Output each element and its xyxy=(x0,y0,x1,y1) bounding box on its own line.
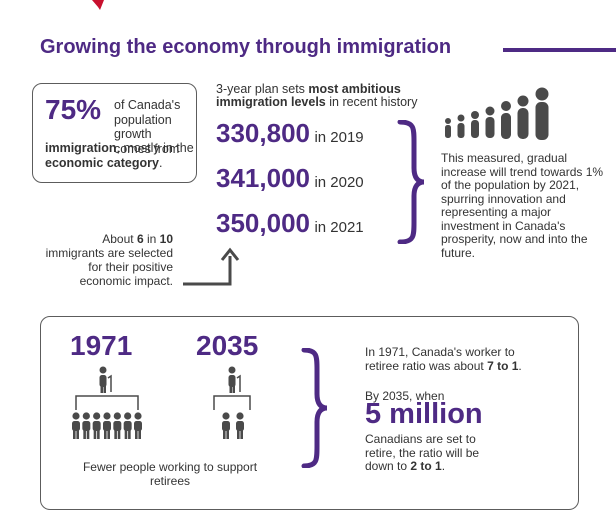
growing-people-icon xyxy=(445,87,549,140)
ratio-box xyxy=(40,316,579,510)
level-row-2020: 341,000 in 2020 xyxy=(216,163,364,194)
selected-bold-10: 10 xyxy=(159,232,173,246)
stat-text-2: , mostly in the xyxy=(116,141,194,155)
level-value: 341,000 xyxy=(216,163,310,193)
selected-text-2: in xyxy=(143,232,160,246)
worker-figure xyxy=(123,412,132,439)
stat-text-top: of Canada's population growth comes from xyxy=(114,98,190,156)
plan-heading: 3-year plan sets most ambitious immigrat… xyxy=(216,83,426,109)
selected-text-1: About xyxy=(102,232,137,246)
plan-heading-bold: most ambitious immigration levels xyxy=(216,82,401,109)
fewer-caption: Fewer people working to support retirees xyxy=(82,460,258,488)
stat-box xyxy=(32,83,197,183)
five-million: 5 million xyxy=(365,398,483,430)
worker-figure xyxy=(82,412,91,439)
worker-figure xyxy=(134,412,142,439)
retiree-workers-2035-icon xyxy=(213,366,251,439)
ratio-1971-text-1: In 1971, Canada's worker to retiree rati… xyxy=(365,345,515,373)
selected-text-3: immigrants are selected for their positi… xyxy=(45,246,173,288)
stat-text-3: . xyxy=(158,155,163,170)
plan-heading-1: 3-year plan sets xyxy=(216,82,309,96)
worker-figure xyxy=(222,412,230,439)
ratio-2035-end: . xyxy=(441,459,446,473)
worker-figure xyxy=(72,412,80,439)
stat-bold-economic: economic category xyxy=(45,155,159,170)
curly-brace-icon xyxy=(301,348,328,468)
stat-text-bottom: immigration, mostly in the economic cate… xyxy=(45,141,195,170)
arrow-up-icon xyxy=(183,247,240,286)
level-row-2021: 350,000 in 2021 xyxy=(216,208,364,239)
page-title: Growing the economy through immigration xyxy=(40,36,452,58)
level-year: in 2021 xyxy=(314,219,364,236)
trend-text: This measured, gradual increase will tre… xyxy=(441,151,604,260)
stat-bold-immigration: immigration xyxy=(45,141,117,155)
selected-bold-6: 6 xyxy=(136,232,144,246)
ratio-1971-end: . xyxy=(518,358,522,373)
worker-figure xyxy=(236,412,244,439)
title-rule xyxy=(503,48,616,52)
ratio-2035-intro: By 2035, when xyxy=(365,389,445,403)
level-row-2019: 330,800 in 2019 xyxy=(216,118,364,149)
ratio-2035-bold: 2 to 1 xyxy=(410,459,442,473)
retiree-workers-1971-icon xyxy=(72,366,142,439)
ratio-1971-bold: 7 to 1 xyxy=(487,358,519,373)
level-year: in 2020 xyxy=(314,174,364,191)
stat-text-1: of Canada's population growth comes from xyxy=(114,98,181,156)
selected-text: About 6 in 10 immigrants are selected fo… xyxy=(43,232,173,288)
level-value: 350,000 xyxy=(216,208,310,238)
ratio-2035-text: Canadians are set to retire, the ratio w… xyxy=(365,432,505,474)
ratio-1971-text: In 1971, Canada's worker to retiree rati… xyxy=(365,345,550,373)
ratio-2035-text-1: Canadians are set to retire, the ratio w… xyxy=(365,432,480,473)
year-2035: 2035 xyxy=(196,330,259,361)
plan-heading-2: in recent history xyxy=(325,95,418,109)
curly-brace-icon xyxy=(397,120,425,244)
level-value: 330,800 xyxy=(216,118,310,148)
worker-figure xyxy=(92,412,101,439)
worker-figure xyxy=(113,412,122,439)
level-year: in 2019 xyxy=(314,129,364,146)
stat-percent: 75% xyxy=(45,94,102,125)
worker-figure xyxy=(103,412,111,439)
logo-fragment-icon xyxy=(92,0,104,10)
year-1971: 1971 xyxy=(70,330,133,361)
